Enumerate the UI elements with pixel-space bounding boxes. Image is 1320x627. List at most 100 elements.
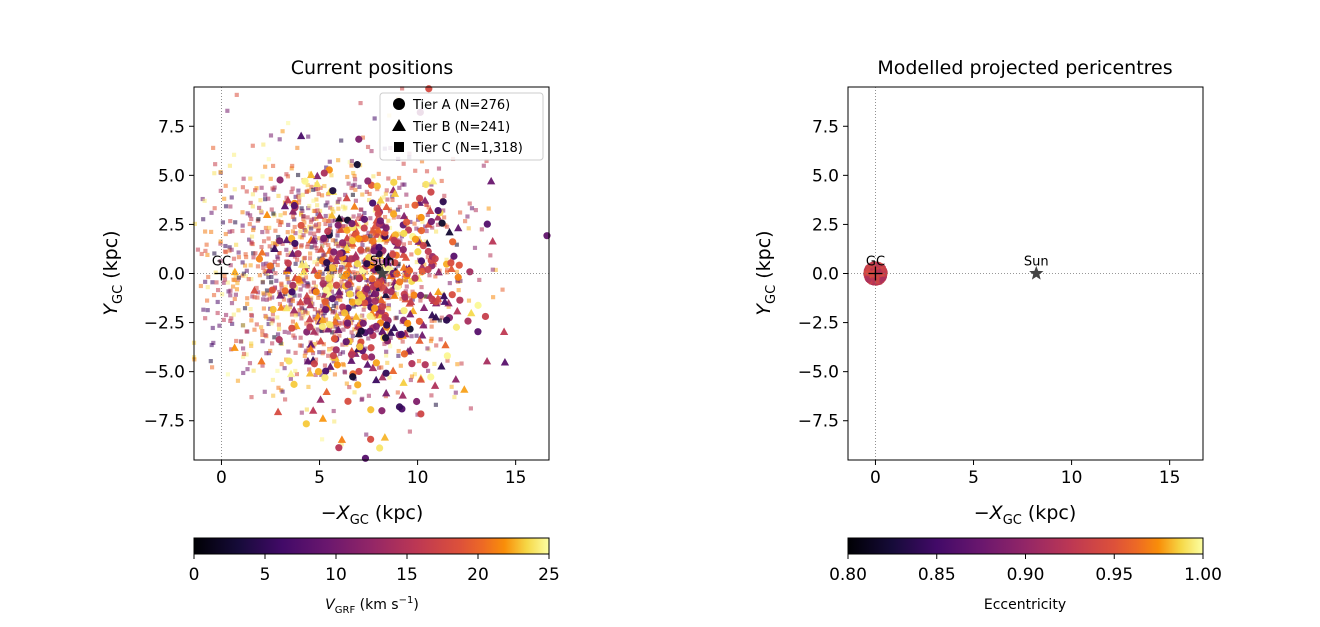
scatter-point-square [432,361,437,366]
scatter-point-circle [330,248,338,256]
scatter-point-square [360,192,365,197]
x-tick-label: 5 [968,468,979,488]
x-tick-label: 15 [505,468,527,488]
scatter-point-circle [373,280,381,288]
scatter-point-square [345,288,350,293]
scatter-point-square [245,301,250,306]
scatter-point-square [383,272,388,277]
scatter-point-square [429,393,434,398]
scatter-point-triangle [305,369,315,377]
scatter-point-circle [405,266,414,275]
scatter-point-circle [416,291,425,299]
scatter-point-triangle [309,327,319,335]
scatter-point-circle [403,218,411,226]
scatter-point-square [399,296,404,301]
scatter-point-square [296,312,301,317]
scatter-point-square [330,310,335,315]
scatter-point-square [320,243,325,249]
scatter-point-triangle [368,363,378,372]
scatter-point-triangle [302,291,312,300]
scatter-point-square [206,274,211,280]
scatter-point-circle [374,264,382,273]
scatter-point-square [449,384,454,389]
scatter-point-square [243,274,249,279]
scatter-point-square [209,210,214,215]
scatter-point-square [315,211,320,217]
scatter-point-circle [431,255,439,263]
scatter-point-triangle [378,372,387,381]
scatter-point-square [213,270,218,275]
scatter-point-square [295,172,301,178]
scatter-point-triangle [336,225,345,233]
scatter-point-square [243,252,248,257]
colorbar-label: Eccentricity [984,597,1066,613]
scatter-point-square [866,268,871,273]
scatter-point-square [359,397,364,402]
scatter-point-square [349,158,354,164]
scatter-point-square [289,312,295,317]
scatter-point-square [338,297,343,302]
scatter-point-square [231,277,236,282]
scatter-point-square [317,256,322,261]
scatter-point-square [308,219,314,224]
scatter-point-square [324,165,329,170]
scatter-point-square [332,310,338,315]
scatter-point-square [233,220,238,225]
scatter-point-square [429,336,434,341]
scatter-point-square [407,240,413,245]
scatter-point-triangle [342,193,351,202]
scatter-point-square [433,402,438,407]
scatter-point-square [315,228,321,234]
scatter-point-square [250,204,255,209]
scatter-point-square [481,163,486,168]
scatter-point-triangle [276,291,285,299]
scatter-point-square [241,176,246,181]
scatter-point-square [205,252,210,258]
scatter-point-square [330,330,335,335]
scatter-point-triangle [419,303,429,311]
scatter-point-square [266,316,271,321]
scatter-point-circle [371,304,379,312]
scatter-point-square [441,208,446,213]
scatter-point-square [429,318,434,323]
scatter-point-triangle [499,327,509,335]
scatter-point-triangle [389,323,399,332]
scatter-point-square [409,334,414,339]
scatter-point-square [326,270,332,275]
scatter-point-circle [320,169,328,177]
scatter-point-triangle [309,406,318,414]
scatter-point-square [456,288,461,293]
scatter-point-square [353,187,358,192]
scatter-point-square [282,329,287,334]
scatter-point-triangle [342,233,352,242]
scatter-point-square [304,321,309,326]
scatter-point-square [301,314,306,320]
scatter-point-square [275,315,280,320]
scatter-point-circle [372,359,381,367]
scatter-point-square [397,185,402,190]
scatter-point-square [270,317,275,322]
scatter-point-square [331,303,336,309]
scatter-point-square [343,192,348,197]
scatter-point-square [379,365,384,370]
scatter-point-triangle [297,131,306,140]
scatter-point-square [244,189,249,194]
scatter-point-square [210,325,215,331]
scatter-point-square [311,216,317,221]
scatter-point-square [300,312,305,317]
scatter-point-square [265,271,270,276]
scatter-point-square [288,297,293,303]
scatter-point-square [413,271,418,277]
scatter-point-circle [367,406,375,414]
scatter-point-square [337,333,342,338]
scatter-point-square [442,193,447,198]
scatter-point-square [249,341,254,346]
scatter-point-square [442,215,447,220]
scatter-point-square [488,253,493,258]
scatter-point-square [293,368,298,374]
scatter-point-square [286,280,291,285]
scatter-point-square [337,197,342,202]
legend-label-tier-c: Tier C (N=1,318) [412,141,523,156]
scatter-point-triangle [390,189,400,197]
scatter-point-square [376,171,381,176]
